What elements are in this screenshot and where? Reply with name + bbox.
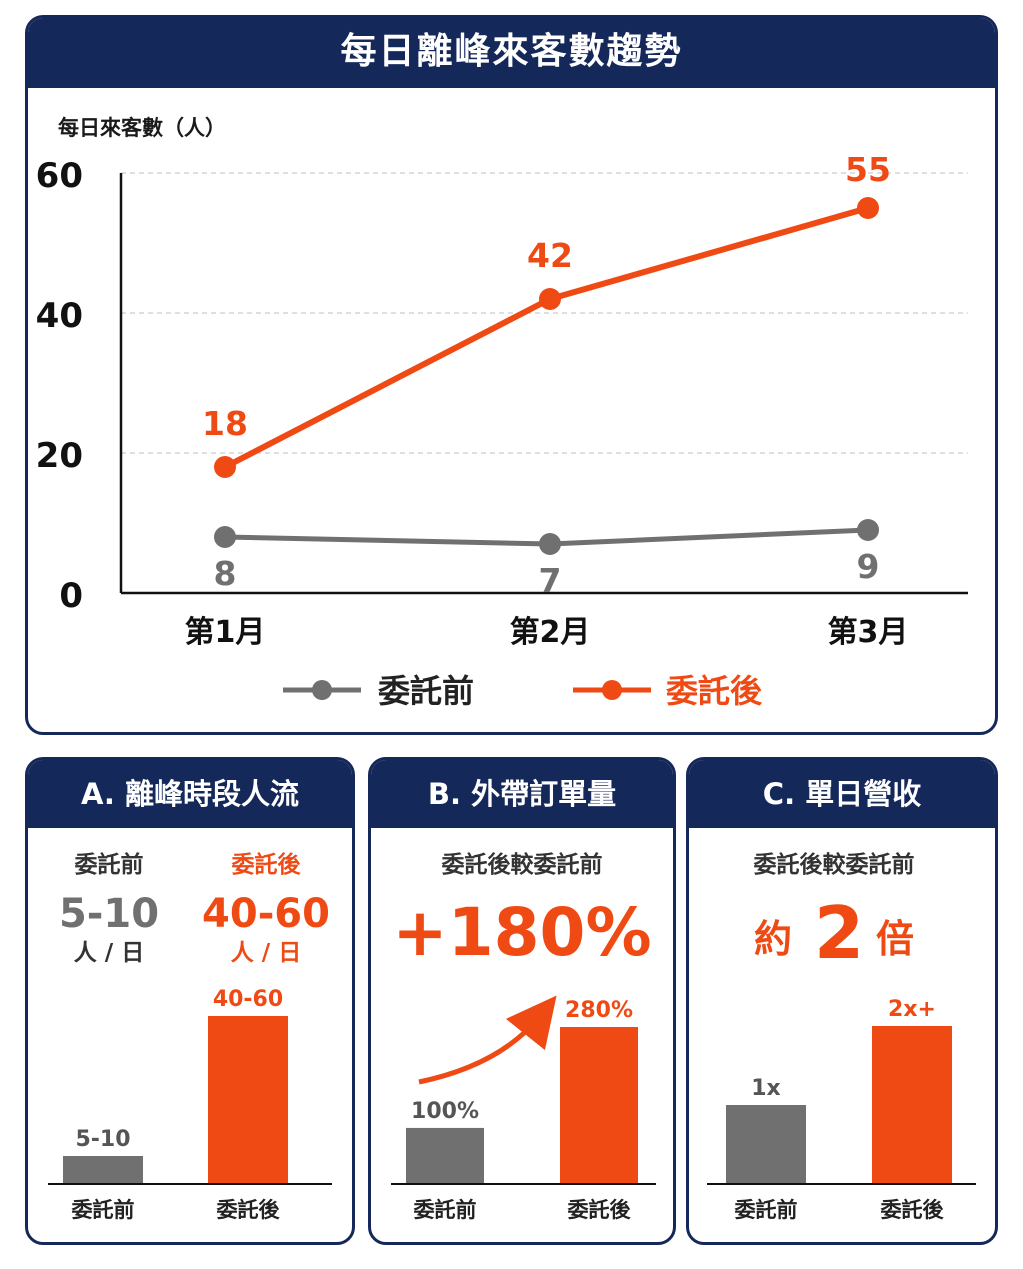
bar [63,1156,143,1184]
data-label: 8 [214,554,237,593]
panel-a-after-unit: 人 / 日 [231,940,301,966]
bar-category-label: 委託前 [413,1198,477,1222]
bar-category-label: 委託後 [216,1198,281,1222]
panel-a-chart: 委託前 5-10 人 / 日 委託後 40-60 人 / 日 5-10 委託前 40… [48,851,332,1222]
bar-category-label: 委託後 [880,1198,945,1222]
panel-b-subtitle: 委託後較委託前 [441,851,603,878]
bar [208,1016,288,1184]
panel-b-headline: +180% [392,894,651,971]
legend-marker [312,680,332,700]
data-label: 42 [527,236,573,275]
panel-c-title: C. 單日營收 [689,760,995,828]
panel-a-before-label: 委託前 [74,851,144,878]
panel-a-after-value: 40-60 [202,891,330,937]
data-label: 9 [857,547,880,586]
panel-a-after-label: 委託後 [231,851,302,878]
data-label: 55 [845,150,891,189]
data-label: 7 [539,561,562,600]
bar-value-label: 5-10 [75,1127,130,1152]
growth-arrow-icon [418,995,557,1085]
y-tick-label: 20 [36,436,83,476]
bar-value-label: 40-60 [213,987,283,1012]
main-chart-card: 每日離峰來客數趨勢 每日來客數（人） 0 20 40 60 第1月 第2月 第3月 8 7 9 1… [25,15,998,735]
data-point [539,288,561,310]
x-tick-label: 第1月 [185,615,266,650]
panel-offpeak-traffic: A. 離峰時段人流 委託前 5-10 人 / 日 委託後 40-60 人 / 日… [25,757,355,1245]
panel-c-subtitle: 委託後較委託前 [753,851,915,878]
bar-value-label: 280% [565,998,633,1023]
bar-value-label: 100% [411,1099,479,1124]
y-axis-label: 每日來客數（人） [58,116,226,140]
legend-label: 委託後 [666,672,763,710]
y-tick-label: 0 [59,576,83,616]
data-point [214,456,236,478]
bar [560,1027,638,1184]
bar [726,1105,806,1184]
bar-value-label: 2x+ [888,997,936,1022]
main-chart-title: 每日離峰來客數趨勢 [28,18,995,88]
bar-category-label: 委託前 [734,1198,798,1222]
legend-marker [602,680,622,700]
data-point [539,533,561,555]
bar-value-label: 1x [751,1076,781,1101]
x-tick-label: 第3月 [828,615,909,650]
data-label: 18 [202,404,248,443]
panel-daily-revenue: C. 單日營收 委託後較委託前 約 2 倍 1x 委託前 2x+ 委託後 [686,757,998,1245]
bar-category-label: 委託前 [71,1198,135,1222]
bar [406,1127,484,1184]
panel-c-headline-value: 2 [814,891,864,975]
panel-a-title: A. 離峰時段人流 [28,760,352,828]
panel-a-before-unit: 人 / 日 [74,940,144,966]
panel-b-chart: 委託後較委託前 +180% 100% 委託前 280% 委託後 [391,851,656,1222]
panel-c-headline-suffix: 倍 [876,917,914,961]
panel-b-title: B. 外帶訂單量 [371,760,673,828]
y-tick-label: 40 [36,296,83,336]
data-point [857,197,879,219]
panel-takeout-orders: B. 外帶訂單量 委託後較委託前 +180% 100% 委託前 280% 委託後 [368,757,676,1245]
bar-category-label: 委託後 [567,1198,632,1222]
data-point [857,519,879,541]
legend-label: 委託前 [378,672,474,710]
line-chart: 每日來客數（人） 0 20 40 60 第1月 第2月 第3月 8 7 9 18 42 55 委託前 委… [36,116,968,710]
bar [872,1026,952,1184]
panel-a-before-value: 5-10 [59,891,159,937]
x-tick-label: 第2月 [510,615,591,650]
panel-c-headline-prefix: 約 [754,917,792,961]
data-point [214,526,236,548]
panel-c-chart: 委託後較委託前 約 2 倍 1x 委託前 2x+ 委託後 [707,851,976,1222]
y-tick-label: 60 [36,156,83,196]
